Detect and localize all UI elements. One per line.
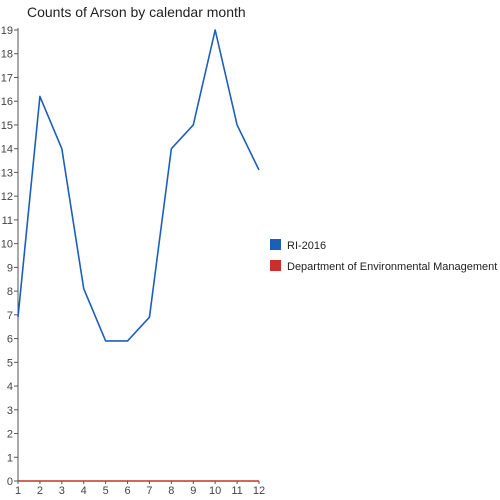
x-tick-label: 7	[146, 485, 152, 497]
y-tick-label: 4	[7, 381, 13, 393]
x-tick-label: 4	[81, 485, 87, 497]
legend: RI-2016 Department of Environmental Manag…	[270, 239, 497, 273]
y-tick-label: 5	[7, 357, 13, 369]
y-tick-label: 8	[7, 286, 13, 298]
series-line-1	[17, 29, 260, 342]
x-tick-label: 1	[15, 485, 21, 497]
series-layer	[17, 29, 260, 482]
y-tick-label: 0	[7, 476, 13, 488]
y-tick-label: 15	[1, 120, 13, 132]
y-tick-label: 7	[7, 310, 13, 322]
y-tick-label: 13	[1, 167, 13, 179]
x-tick-label: 3	[59, 485, 65, 497]
y-tick-label: 9	[7, 262, 13, 274]
y-tick-label: 12	[1, 191, 13, 203]
y-tick-label: 19	[1, 25, 13, 37]
legend-label: RI-2016	[287, 240, 326, 252]
y-tick-label: 11	[2, 215, 13, 227]
x-axis-ticks: 1 2 3 4 5 6 7 8 9 10 11 12	[15, 481, 265, 497]
legend-swatch	[270, 239, 281, 250]
y-tick-label: 16	[1, 96, 13, 108]
y-tick-label: 6	[7, 334, 13, 346]
x-tick-label: 8	[168, 485, 174, 497]
y-tick-label: 2	[7, 429, 13, 441]
x-tick-label: 11	[231, 485, 242, 497]
x-tick-label: 9	[190, 485, 196, 497]
x-tick-label: 10	[209, 485, 221, 497]
x-tick-label: 2	[37, 485, 43, 497]
chart-title: Counts of Arson by calendar month	[27, 4, 246, 20]
legend-label: Department of Environmental Management	[287, 261, 497, 273]
x-tick-label: 12	[253, 485, 265, 497]
y-tick-label: 3	[7, 405, 13, 417]
y-tick-label: 14	[1, 144, 13, 156]
y-tick-label: 1	[7, 452, 13, 464]
x-tick-label: 5	[103, 485, 109, 497]
y-tick-label: 10	[1, 239, 13, 251]
x-tick-label: 6	[124, 485, 130, 497]
legend-swatch	[270, 260, 281, 271]
y-tick-label: 18	[1, 49, 13, 61]
y-tick-label: 17	[1, 72, 13, 84]
